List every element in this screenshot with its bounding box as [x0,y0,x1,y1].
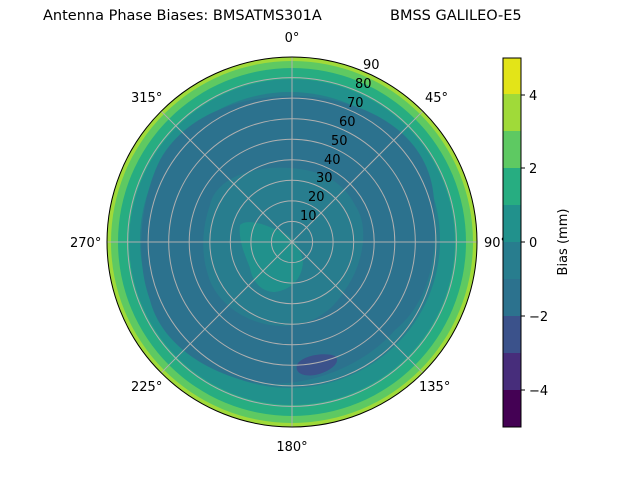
angular-tick: 225° [131,380,162,395]
angular-gridlines [107,57,477,427]
radial-tick: 20 [308,190,325,205]
radial-tick: 10 [300,209,317,224]
radial-tick: 60 [339,115,356,130]
chart-title: Antenna Phase Biases: BMSATMS301A BMSS G… [0,8,580,56]
colorbar-tick: −2 [529,310,548,325]
colorbar-tick: 2 [529,162,537,177]
colorbar-tick: −4 [529,384,548,399]
radial-tick: 40 [324,153,341,168]
polar-frame [106,56,478,428]
radial-tick: 50 [331,134,348,149]
angular-tick: 90° [484,236,507,251]
angular-tick: 0° [285,31,300,46]
chart-title-left: Antenna Phase Biases: BMSATMS301A [43,8,322,24]
radial-tick: 90 [363,58,380,73]
colorbar: 4 2 0 −2 −4 Bias (mm) [502,57,571,428]
angular-tick: 180° [276,440,307,455]
chart-title-right: BMSS GALILEO-E5 [390,8,522,24]
colorbar-label: Bias (mm) [556,209,571,276]
colorbar-tick: 0 [529,236,537,251]
radial-tick: 30 [316,171,333,186]
colorbar-tick: 4 [529,89,537,104]
radial-tick: 70 [347,96,364,111]
radial-tick: 80 [355,77,372,92]
radial-tick-labels: 10 20 30 40 50 60 70 80 90 [300,58,380,224]
angular-tick: 315° [131,91,162,106]
angular-tick: 270° [70,236,101,251]
angular-tick-labels: 0° 45° 90° 135° 180° 225° 270° 315° [70,31,507,455]
angular-tick: 135° [419,380,450,395]
angular-tick: 45° [425,91,448,106]
